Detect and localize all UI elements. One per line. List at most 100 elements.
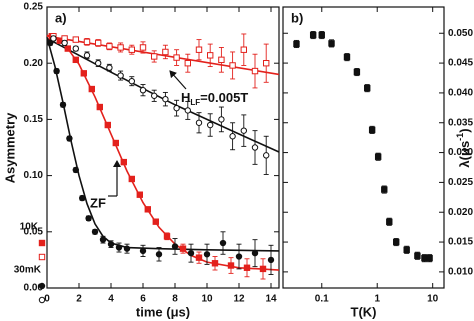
data-point — [195, 46, 203, 53]
plot-frame — [282, 6, 445, 289]
data-point — [72, 45, 80, 52]
y-tick-label: 0.05 — [24, 226, 44, 237]
data-point — [155, 251, 163, 258]
x-tick-label: 8 — [172, 294, 178, 305]
data-point — [128, 175, 136, 183]
data-point — [263, 152, 270, 159]
data-point — [368, 126, 376, 134]
annotation-arrow — [169, 70, 187, 90]
data-point — [80, 70, 87, 77]
data-point — [328, 40, 335, 47]
data-point — [107, 240, 115, 248]
data-point — [53, 67, 60, 75]
data-point — [162, 95, 169, 103]
annotation-sub: LF — [190, 98, 200, 107]
data-point — [115, 244, 123, 251]
data-point — [381, 186, 388, 193]
data-point — [293, 40, 300, 48]
y-axis-label: λ(μs-1) — [455, 128, 472, 167]
data-point — [95, 39, 102, 47]
data-point — [403, 246, 410, 254]
y-tick-label: 0.020 — [448, 207, 473, 218]
x-tick-label: 14 — [265, 294, 277, 305]
data-point — [139, 86, 147, 94]
x-tick-label: 1 — [374, 294, 380, 305]
data-point — [184, 107, 192, 114]
data-point — [251, 67, 259, 75]
x-axis-label: T(K) — [351, 304, 377, 319]
x-tick-label: 2 — [76, 294, 82, 305]
legend-marker — [38, 253, 46, 261]
y-tick-label: 0.010 — [448, 267, 473, 278]
data-point — [421, 254, 428, 262]
data-point — [139, 247, 147, 255]
data-point — [123, 245, 131, 252]
data-point — [195, 119, 203, 126]
data-point — [112, 139, 119, 147]
data-point — [72, 56, 79, 64]
y-tick-label: 0.050 — [448, 28, 473, 39]
y-tick-label: 0.25 — [24, 2, 44, 13]
data-point — [59, 101, 67, 108]
data-point — [184, 60, 192, 67]
data-point — [106, 64, 113, 71]
data-point — [211, 260, 219, 267]
data-point — [152, 218, 160, 225]
x-tick-label: 10 — [427, 294, 439, 305]
y-tick-label: 0.20 — [24, 58, 44, 69]
data-point — [144, 206, 152, 213]
data-point — [173, 104, 180, 112]
annotation-text: H — [181, 90, 190, 105]
data-point — [95, 60, 102, 67]
data-point — [240, 127, 248, 134]
y-axis-label-suffix: ) — [457, 128, 472, 132]
data-point — [120, 158, 127, 166]
x-tick-label: 0 — [44, 294, 50, 305]
data-point — [218, 116, 225, 123]
legend-label: 10K — [20, 222, 39, 233]
data-point — [267, 256, 275, 264]
data-point — [162, 48, 169, 56]
data-point — [229, 62, 236, 69]
data-point — [374, 153, 382, 160]
data-point — [83, 38, 91, 46]
y-tick-label: 0.15 — [24, 114, 44, 125]
y-tick-label: 0.040 — [448, 88, 473, 99]
data-point — [163, 233, 171, 240]
y-tick-label: 0.035 — [448, 117, 473, 128]
data-point — [99, 236, 107, 243]
data-point — [151, 92, 158, 99]
data-point — [364, 84, 371, 92]
data-point — [173, 54, 180, 61]
data-point — [72, 166, 80, 174]
panel-label: b) — [291, 10, 303, 25]
data-point — [88, 85, 95, 93]
y-axis-label-sup: -1 — [455, 133, 465, 141]
data-point — [79, 194, 86, 202]
data-point — [47, 39, 54, 47]
y-tick-label: 0.015 — [448, 237, 473, 248]
data-point — [243, 264, 251, 271]
data-point — [219, 239, 227, 247]
y-axis-label: Asymmetry — [2, 112, 17, 184]
data-point — [309, 31, 317, 39]
data-point — [106, 43, 113, 50]
data-point — [263, 60, 270, 67]
data-point — [318, 31, 325, 39]
legend-marker — [38, 282, 46, 290]
data-point — [83, 52, 91, 59]
data-point — [251, 249, 259, 257]
y-tick-label: 0.00 — [24, 283, 44, 294]
data-point — [179, 245, 187, 252]
x-tick-label: 10 — [201, 294, 213, 305]
data-point — [117, 44, 124, 51]
x-tick-label: 6 — [140, 294, 146, 305]
data-point — [85, 215, 92, 222]
panel-label: a) — [55, 10, 67, 25]
data-point — [229, 133, 236, 140]
data-point — [104, 121, 111, 129]
data-point — [187, 249, 195, 257]
y-tick-label: 0.10 — [24, 170, 44, 181]
data-point — [207, 121, 214, 129]
